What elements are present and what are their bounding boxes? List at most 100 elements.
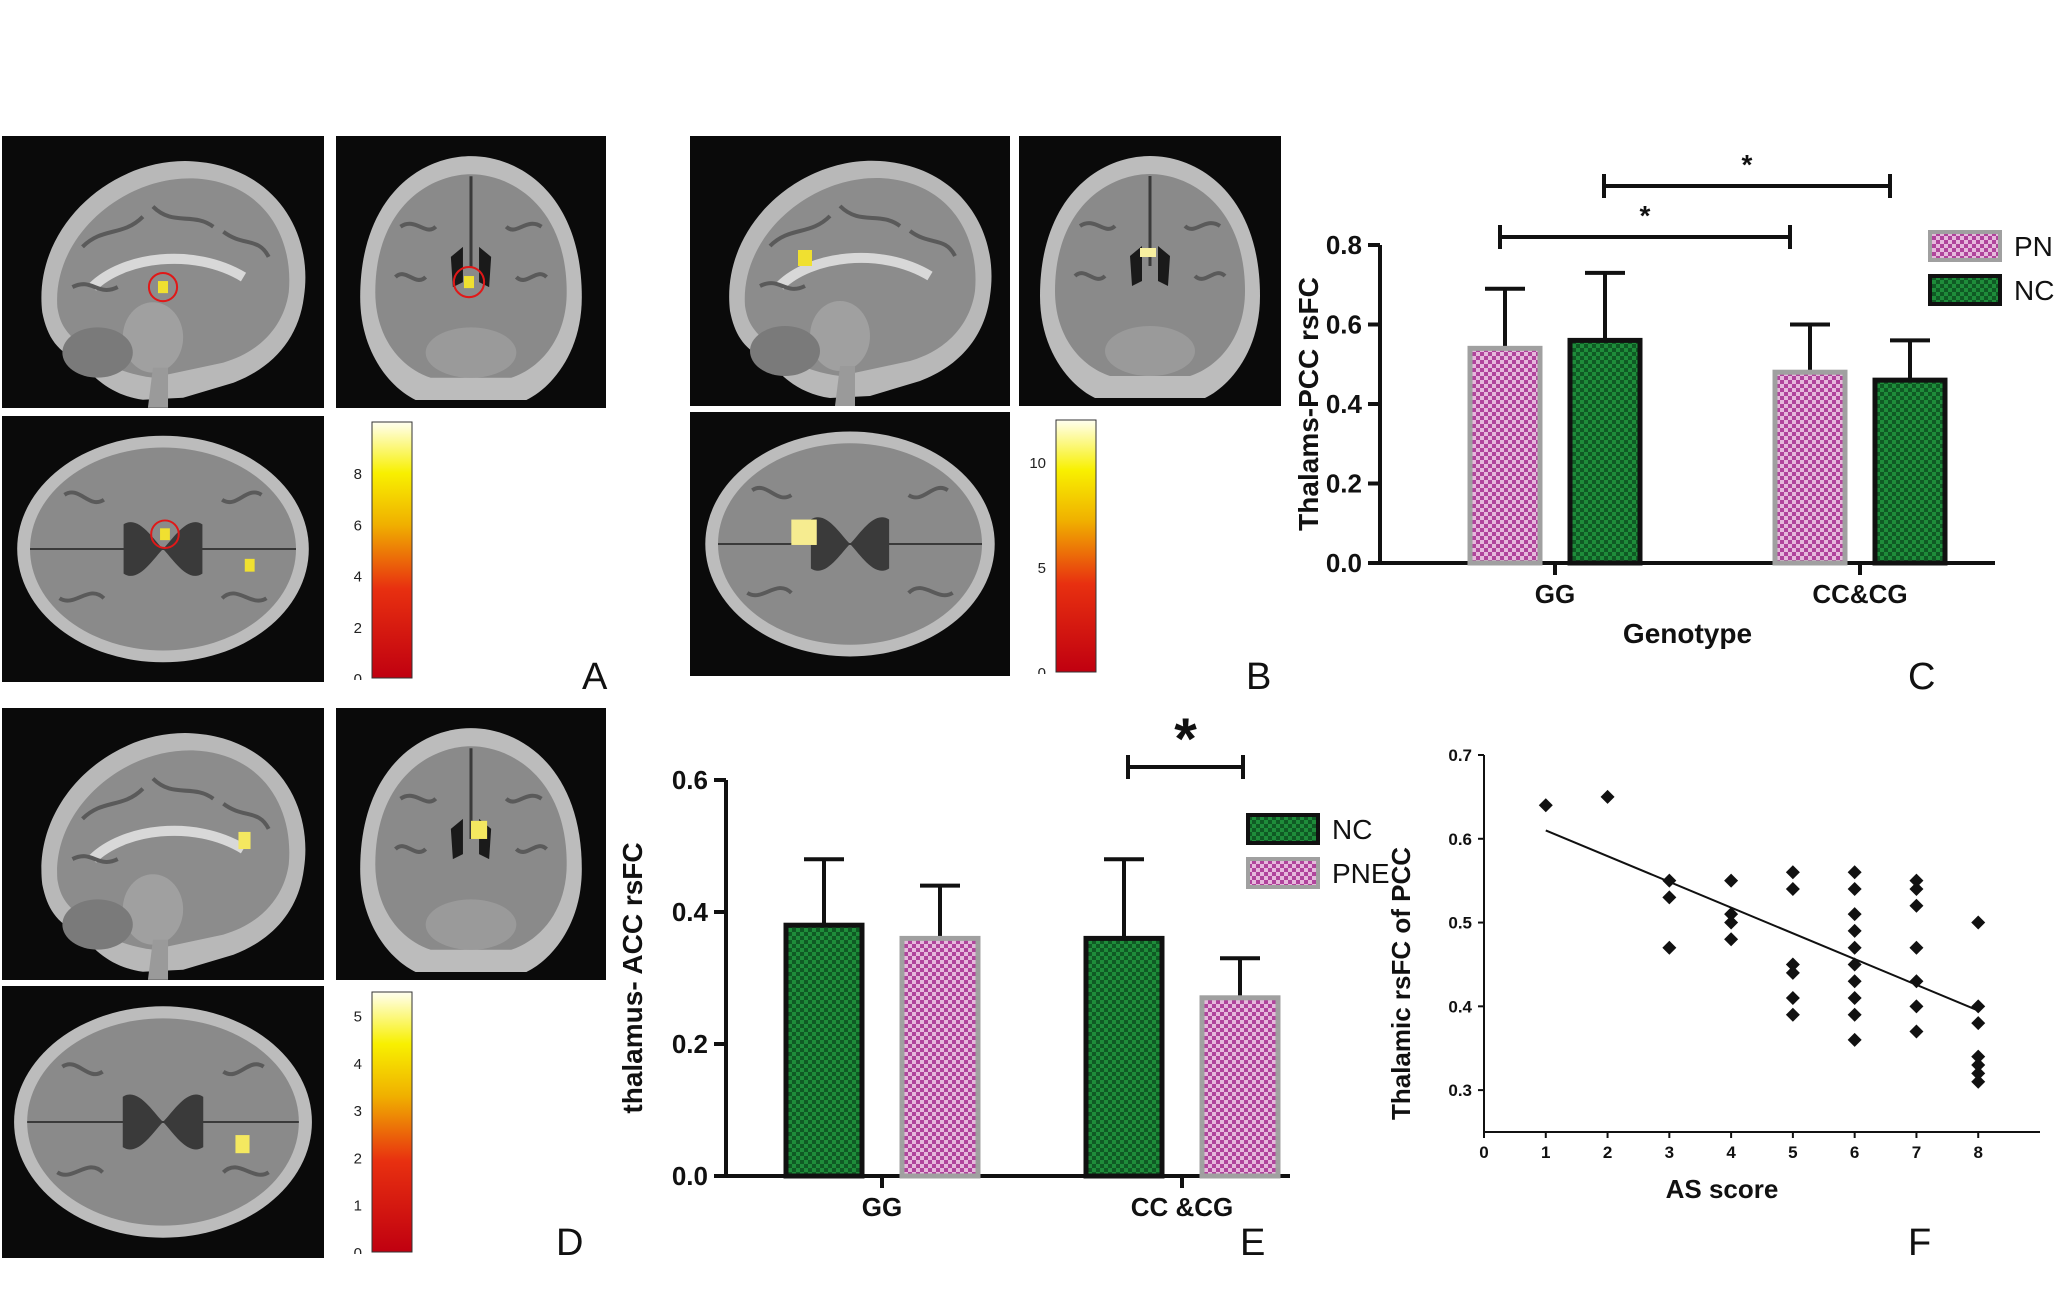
y-tick-label: 0.6 xyxy=(672,765,708,795)
panel-d-coronal-image xyxy=(336,708,606,980)
bar-pne-gg xyxy=(899,935,981,1179)
x-tick-label: 1 xyxy=(1541,1143,1550,1162)
activation-blob xyxy=(791,519,817,545)
x-tick-label: 2 xyxy=(1603,1143,1612,1162)
bar-nc-cccg xyxy=(1872,377,1948,566)
y-tick-label: 0.0 xyxy=(672,1161,708,1191)
scatter-point xyxy=(1847,1032,1862,1047)
x-tick-label: 0 xyxy=(1479,1143,1488,1162)
significance-star: * xyxy=(1640,200,1651,231)
activation-blob xyxy=(238,831,251,850)
legend-swatch-nc xyxy=(1928,274,2002,306)
panel-letter-f: F xyxy=(1908,1222,1932,1264)
y-tick-label: 0.4 xyxy=(672,897,709,927)
panel-b-colorbar-ticks: 0 5 10 xyxy=(1029,455,1046,674)
colorbar-tick-label: 2 xyxy=(354,620,362,637)
y-tick-label: 0.3 xyxy=(1448,1081,1472,1100)
panel-d-axial-image xyxy=(2,986,324,1258)
scatter-point xyxy=(1847,865,1862,880)
scatter-point xyxy=(1971,999,1986,1014)
x-tick-label: GG xyxy=(862,1192,902,1222)
panel-a-colorbar-ticks: 0 2 4 6 8 xyxy=(354,466,362,680)
significance-star: * xyxy=(1174,707,1197,772)
scatter-point xyxy=(1724,907,1739,922)
colorbar-tick-label: 6 xyxy=(354,517,362,534)
panel-d-colorbar: 0 1 2 3 4 5 xyxy=(354,991,413,1254)
panel-letter-a: A xyxy=(582,656,608,698)
x-tick-label: 5 xyxy=(1788,1143,1797,1162)
y-tick-label: 0.4 xyxy=(1448,997,1472,1016)
x-tick-label: 6 xyxy=(1850,1143,1859,1162)
scatter-point xyxy=(1847,923,1862,938)
scatter-point xyxy=(1785,990,1800,1005)
legend-swatch-pne xyxy=(1928,230,2002,262)
scatter-point xyxy=(1600,789,1615,804)
scatter-point xyxy=(1909,940,1924,955)
colorbar-tick-label: 5 xyxy=(1038,560,1046,577)
bar-pne-cccg xyxy=(1772,369,1848,566)
panel-b-sagittal-image xyxy=(690,136,1010,406)
scatter-point xyxy=(1909,974,1924,989)
panel-a-colorbar: 0 2 4 6 8 xyxy=(354,421,413,680)
scatter-point xyxy=(1662,940,1677,955)
scatter-point xyxy=(1909,882,1924,897)
activation-blob xyxy=(471,820,488,839)
y-tick-label: 0.8 xyxy=(1326,230,1362,260)
y-tick-label: 0.0 xyxy=(1326,548,1362,578)
panel-a-coronal-image xyxy=(336,136,606,408)
activation-blob xyxy=(157,281,169,294)
legend-label-nc: NC xyxy=(1332,814,1372,845)
panel-b-colorbar: 0 5 10 xyxy=(1029,419,1097,674)
panel-letter-b: B xyxy=(1246,656,1272,698)
bar-nc-gg xyxy=(1567,337,1643,566)
panel-letter-e: E xyxy=(1240,1222,1266,1264)
scatter-point xyxy=(1909,999,1924,1014)
scatter-point xyxy=(1785,882,1800,897)
highlight-circle xyxy=(150,519,180,549)
scatter-point xyxy=(1724,915,1739,930)
x-tick-label: CC &CG xyxy=(1131,1192,1234,1222)
x-tick-label: 8 xyxy=(1973,1143,1982,1162)
scatter-point xyxy=(1785,1007,1800,1022)
scatter-point xyxy=(1785,965,1800,980)
y-axis-label: Thalamic rsFC of PCC xyxy=(1386,847,1416,1120)
scatter-point xyxy=(1909,1024,1924,1039)
panel-a-sagittal-image xyxy=(2,136,324,408)
x-tick-label: 7 xyxy=(1912,1143,1921,1162)
activation-blob xyxy=(1140,248,1156,257)
legend-swatch-nc xyxy=(1246,813,1320,845)
scatter-point xyxy=(1971,1016,1986,1031)
activation-blob xyxy=(798,250,812,266)
legend-label-pne: PNE xyxy=(2014,231,2055,262)
scatter-point xyxy=(1847,1007,1862,1022)
y-tick-label: 0.7 xyxy=(1448,746,1472,765)
panel-d-colorbar-ticks: 0 1 2 3 4 5 xyxy=(354,1009,362,1254)
panel-d-sagittal-image xyxy=(2,708,324,980)
panel-a-axial-image xyxy=(2,416,324,682)
scatter-point xyxy=(1785,957,1800,972)
y-tick-label: 0.6 xyxy=(1326,310,1362,340)
scatter-point xyxy=(1847,974,1862,989)
scatter-point xyxy=(1847,882,1862,897)
panel-letter-d: D xyxy=(556,1222,584,1264)
panel-letter-c: C xyxy=(1908,656,1936,698)
scatter-point xyxy=(1847,957,1862,972)
y-tick-label: 0.2 xyxy=(672,1029,708,1059)
activation-blob xyxy=(235,1135,250,1154)
colorbar-tick-label: 0 xyxy=(354,1245,362,1254)
x-tick-label: CC&CG xyxy=(1812,579,1907,609)
bar-pne-gg xyxy=(1467,345,1543,566)
scatter-point xyxy=(1847,990,1862,1005)
scatter-point xyxy=(1662,873,1677,888)
y-tick-label: 0.2 xyxy=(1326,469,1362,499)
scatter-point xyxy=(1971,1057,1986,1072)
colorbar-tick-label: 2 xyxy=(354,1150,362,1167)
bar-pne-cccg xyxy=(1199,995,1281,1179)
legend-label-nc: NC xyxy=(2014,275,2054,306)
y-tick-label: 0.5 xyxy=(1448,914,1472,933)
colorbar-tick-label: 0 xyxy=(1038,665,1046,674)
legend-swatch-pne xyxy=(1246,857,1320,889)
fit-line xyxy=(1545,829,1979,1012)
panel-b-coronal-image xyxy=(1019,136,1281,406)
bar-nc-gg xyxy=(783,922,865,1179)
